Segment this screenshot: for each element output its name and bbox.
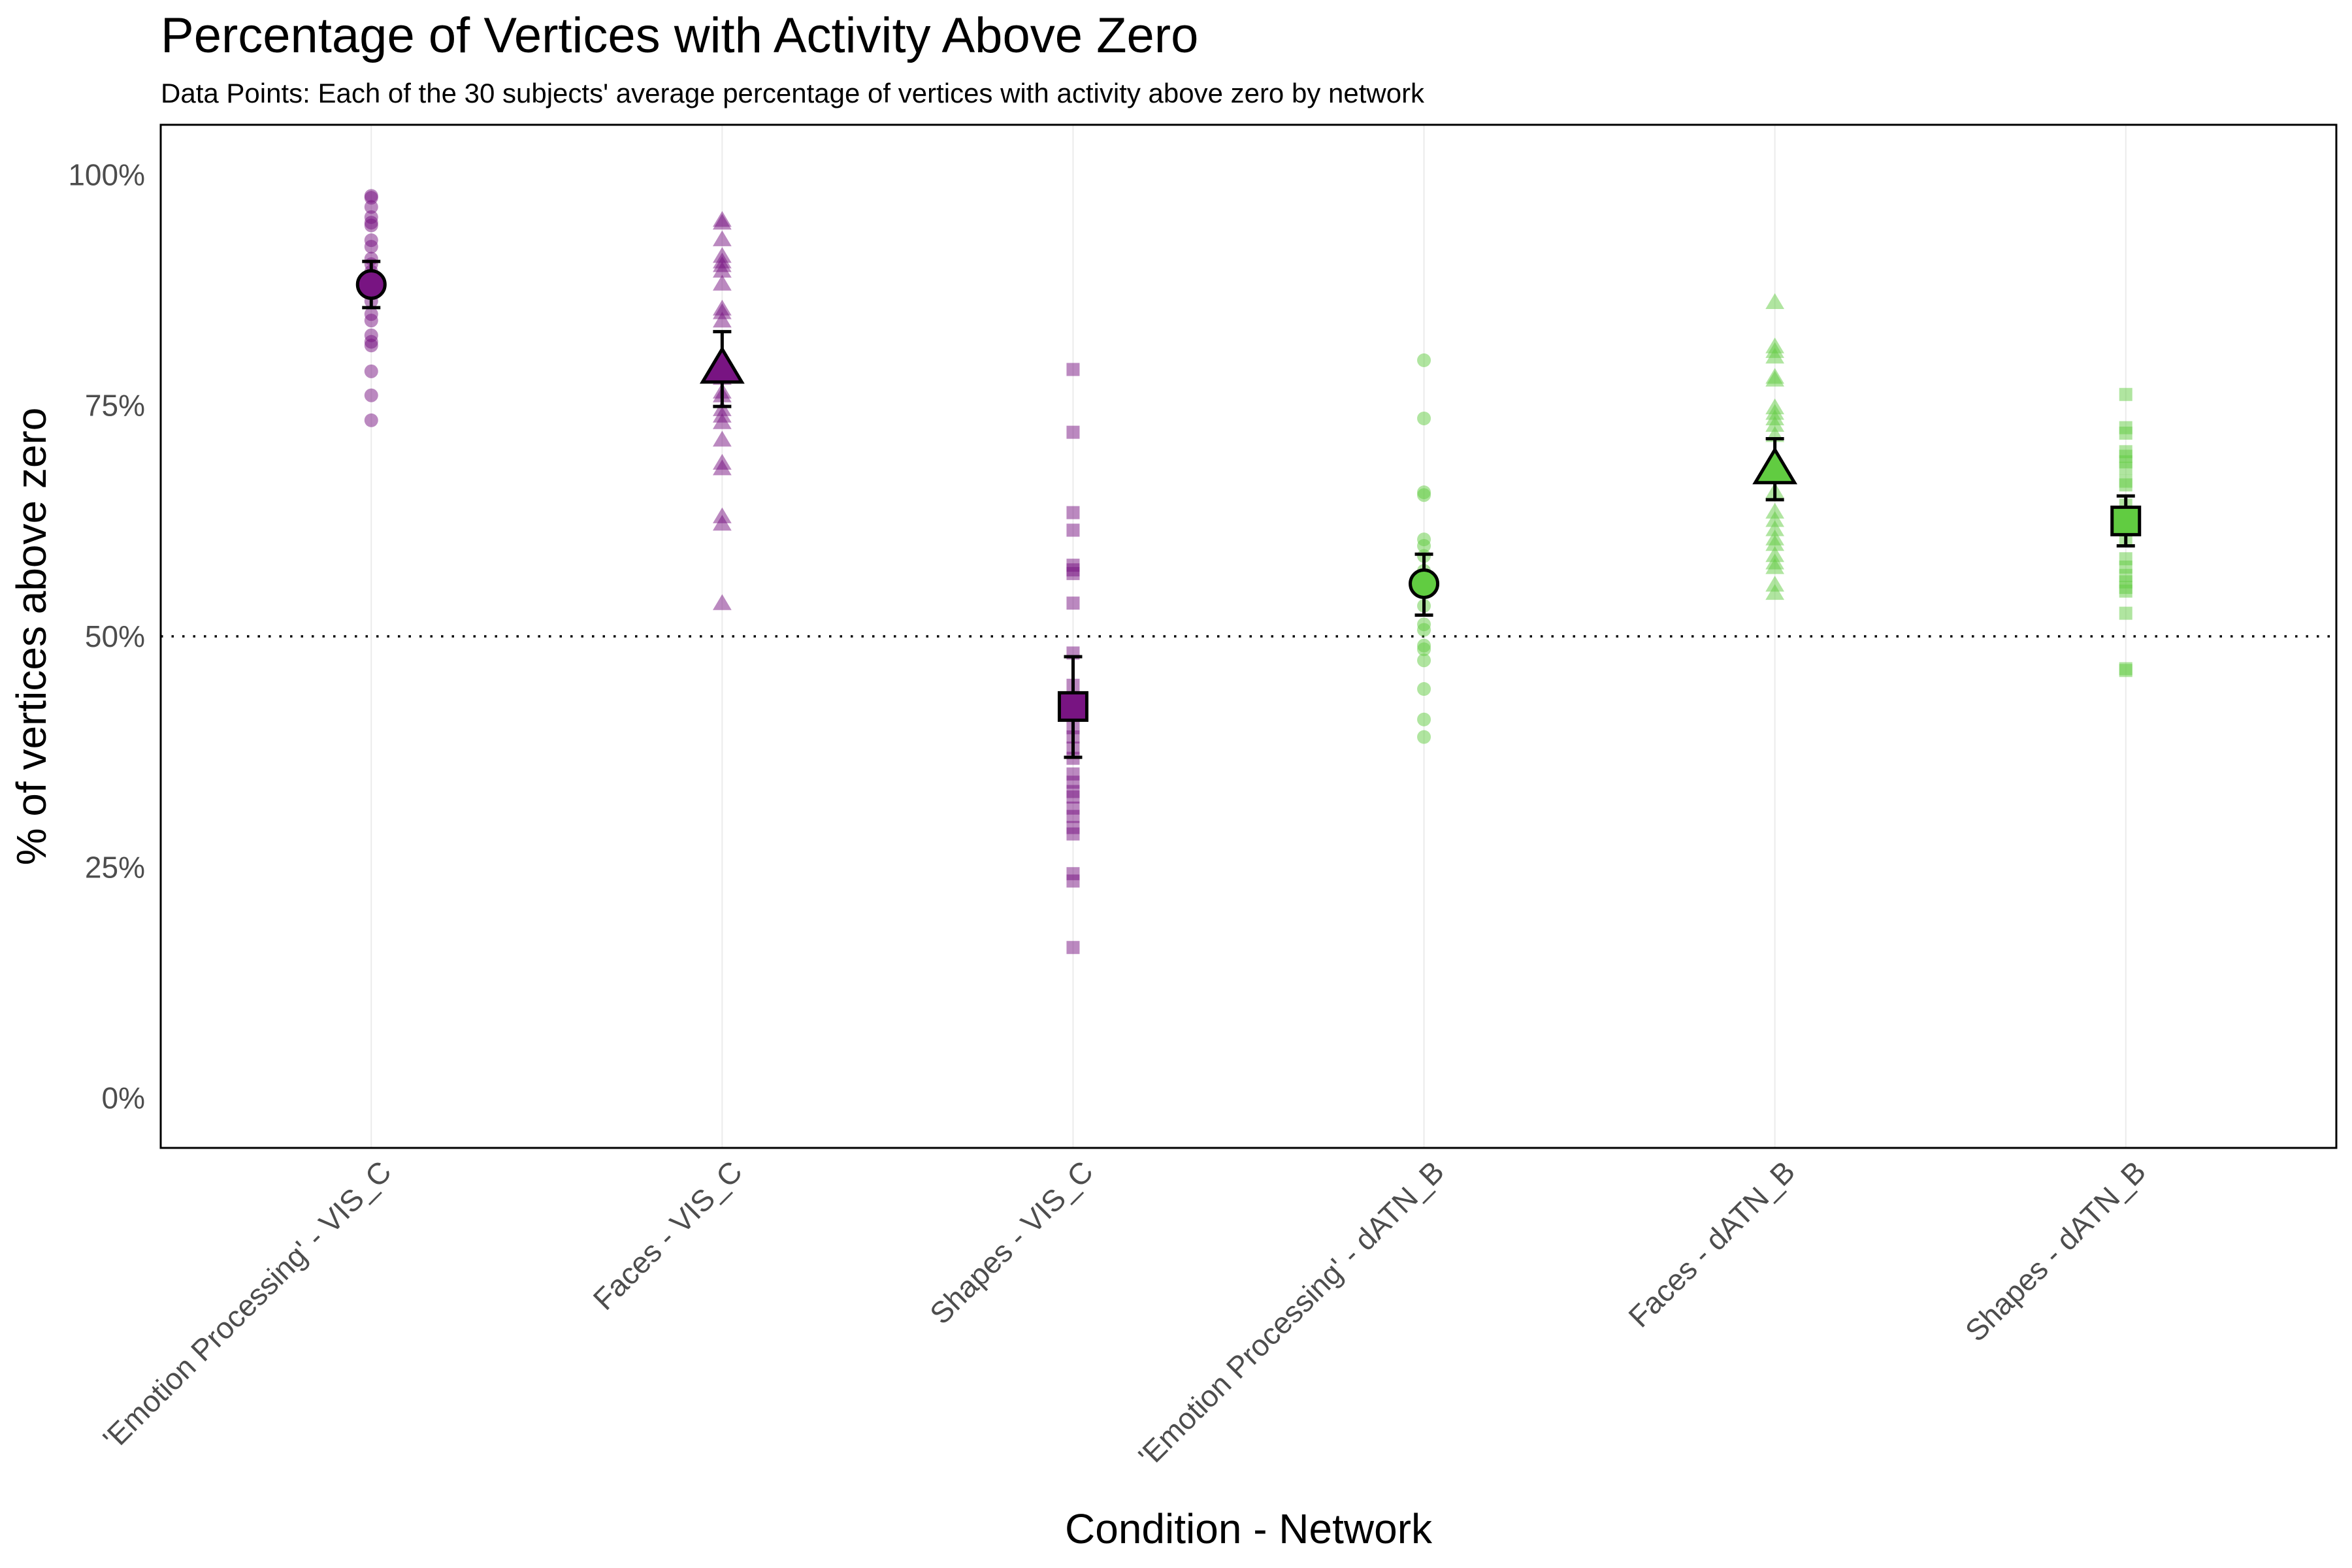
subject-point bbox=[2119, 584, 2132, 598]
subject-point bbox=[1417, 538, 1431, 553]
subject-point bbox=[364, 413, 378, 427]
subject-point bbox=[1066, 790, 1080, 804]
mean-marker bbox=[1057, 691, 1088, 722]
subject-point bbox=[712, 312, 732, 328]
subject-point bbox=[1765, 511, 1785, 527]
subject-point bbox=[1417, 411, 1431, 425]
subject-point bbox=[1066, 363, 1080, 376]
subject-point bbox=[364, 240, 378, 254]
y-axis-ticks: 0% 25% 50% 75% 100% bbox=[68, 157, 145, 1115]
y-tick-label: 50% bbox=[85, 619, 145, 653]
subject-point bbox=[1066, 809, 1080, 823]
subject-point bbox=[1066, 566, 1080, 580]
chart-subtitle: Data Points: Each of the 30 subjects' av… bbox=[161, 78, 1425, 108]
y-tick-label: 0% bbox=[102, 1081, 145, 1115]
subject-point bbox=[712, 594, 732, 610]
y-tick-label: 75% bbox=[85, 389, 145, 423]
subject-point bbox=[1417, 682, 1431, 696]
y-tick-label: 100% bbox=[68, 157, 145, 191]
mean-marker bbox=[1409, 568, 1440, 599]
subject-point bbox=[364, 338, 378, 353]
chart-title: Percentage of Vertices with Activity Abo… bbox=[161, 8, 1198, 63]
subject-point bbox=[1417, 488, 1431, 502]
subject-point bbox=[364, 388, 378, 402]
subject-point bbox=[712, 230, 732, 246]
subject-point bbox=[1417, 712, 1431, 727]
subject-point bbox=[1765, 558, 1785, 574]
subject-point bbox=[1765, 416, 1785, 432]
subject-point bbox=[1765, 576, 1785, 592]
subject-point bbox=[1066, 425, 1080, 439]
subject-point bbox=[2119, 387, 2132, 401]
subject-point bbox=[1765, 370, 1785, 387]
plot-panel-border bbox=[159, 123, 2338, 1149]
subject-point bbox=[364, 218, 378, 233]
subject-point bbox=[2119, 606, 2132, 620]
x-axis-title: Condition - Network bbox=[1065, 1505, 1433, 1552]
mean-marker bbox=[699, 346, 745, 384]
subject-point bbox=[364, 200, 378, 214]
subject-point bbox=[1765, 535, 1785, 551]
subject-point bbox=[712, 274, 732, 291]
subject-point bbox=[712, 303, 732, 319]
mean-marker bbox=[355, 269, 387, 301]
subject-point bbox=[364, 364, 378, 378]
subject-point bbox=[1765, 348, 1785, 364]
y-axis-title: % of vertices above zero bbox=[8, 408, 55, 866]
subject-point bbox=[712, 515, 732, 531]
mean-markers bbox=[355, 259, 2142, 759]
subject-point bbox=[1066, 523, 1080, 537]
subject-point bbox=[1066, 874, 1080, 888]
subject-point bbox=[712, 413, 732, 429]
subject-point bbox=[712, 261, 732, 278]
subject-point bbox=[1417, 353, 1431, 367]
mean-marker bbox=[1752, 446, 1798, 485]
subject-point bbox=[1765, 584, 1785, 600]
subject-point bbox=[1066, 596, 1080, 610]
subject-point bbox=[1417, 730, 1431, 744]
mean-marker bbox=[2110, 505, 2142, 536]
subject-point bbox=[712, 431, 732, 447]
subject-point bbox=[1765, 502, 1785, 519]
subject-point bbox=[1066, 827, 1080, 841]
subject-point bbox=[712, 214, 732, 230]
subject-point bbox=[1417, 623, 1431, 637]
subject-point bbox=[1417, 653, 1431, 668]
subject-point bbox=[2119, 664, 2132, 678]
subject-point bbox=[2119, 427, 2132, 440]
subject-point bbox=[1417, 642, 1431, 657]
subject-point bbox=[1066, 506, 1080, 519]
y-tick-label: 25% bbox=[85, 850, 145, 884]
subject-point bbox=[1765, 293, 1785, 309]
subject-point bbox=[2119, 478, 2132, 492]
subject-point bbox=[1066, 941, 1080, 955]
subject-point bbox=[1765, 520, 1785, 536]
subject-point bbox=[712, 459, 732, 476]
subject-point bbox=[2119, 461, 2132, 475]
subject-point bbox=[364, 314, 378, 328]
